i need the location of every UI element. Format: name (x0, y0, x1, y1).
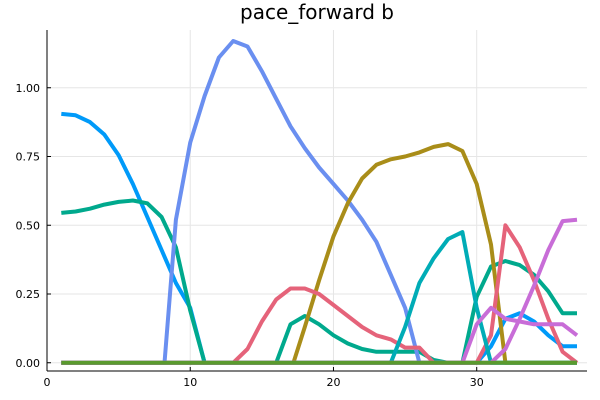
series-line-6 (61, 230, 577, 365)
y-tick-label: 0.75 (16, 151, 41, 164)
y-tick-label: 1.00 (16, 82, 41, 95)
y-tick-label: 0.00 (16, 357, 41, 370)
x-tick-label: 30 (470, 376, 484, 389)
series-line-2 (61, 198, 577, 365)
series-line-4 (61, 142, 577, 365)
series-lines (61, 39, 579, 365)
x-tick-label: 0 (44, 376, 51, 389)
x-tick-label: 20 (326, 376, 340, 389)
tick-labels: 0 10 20 30 0.00 0.25 0.50 0.75 1.00 (16, 82, 484, 389)
axes (46, 30, 587, 372)
y-tick-label: 0.50 (16, 219, 41, 232)
y-tick-label: 0.25 (16, 288, 41, 301)
x-tick-label: 10 (183, 376, 197, 389)
chart-title: pace_forward b (240, 0, 394, 24)
series-line-8 (61, 217, 578, 365)
